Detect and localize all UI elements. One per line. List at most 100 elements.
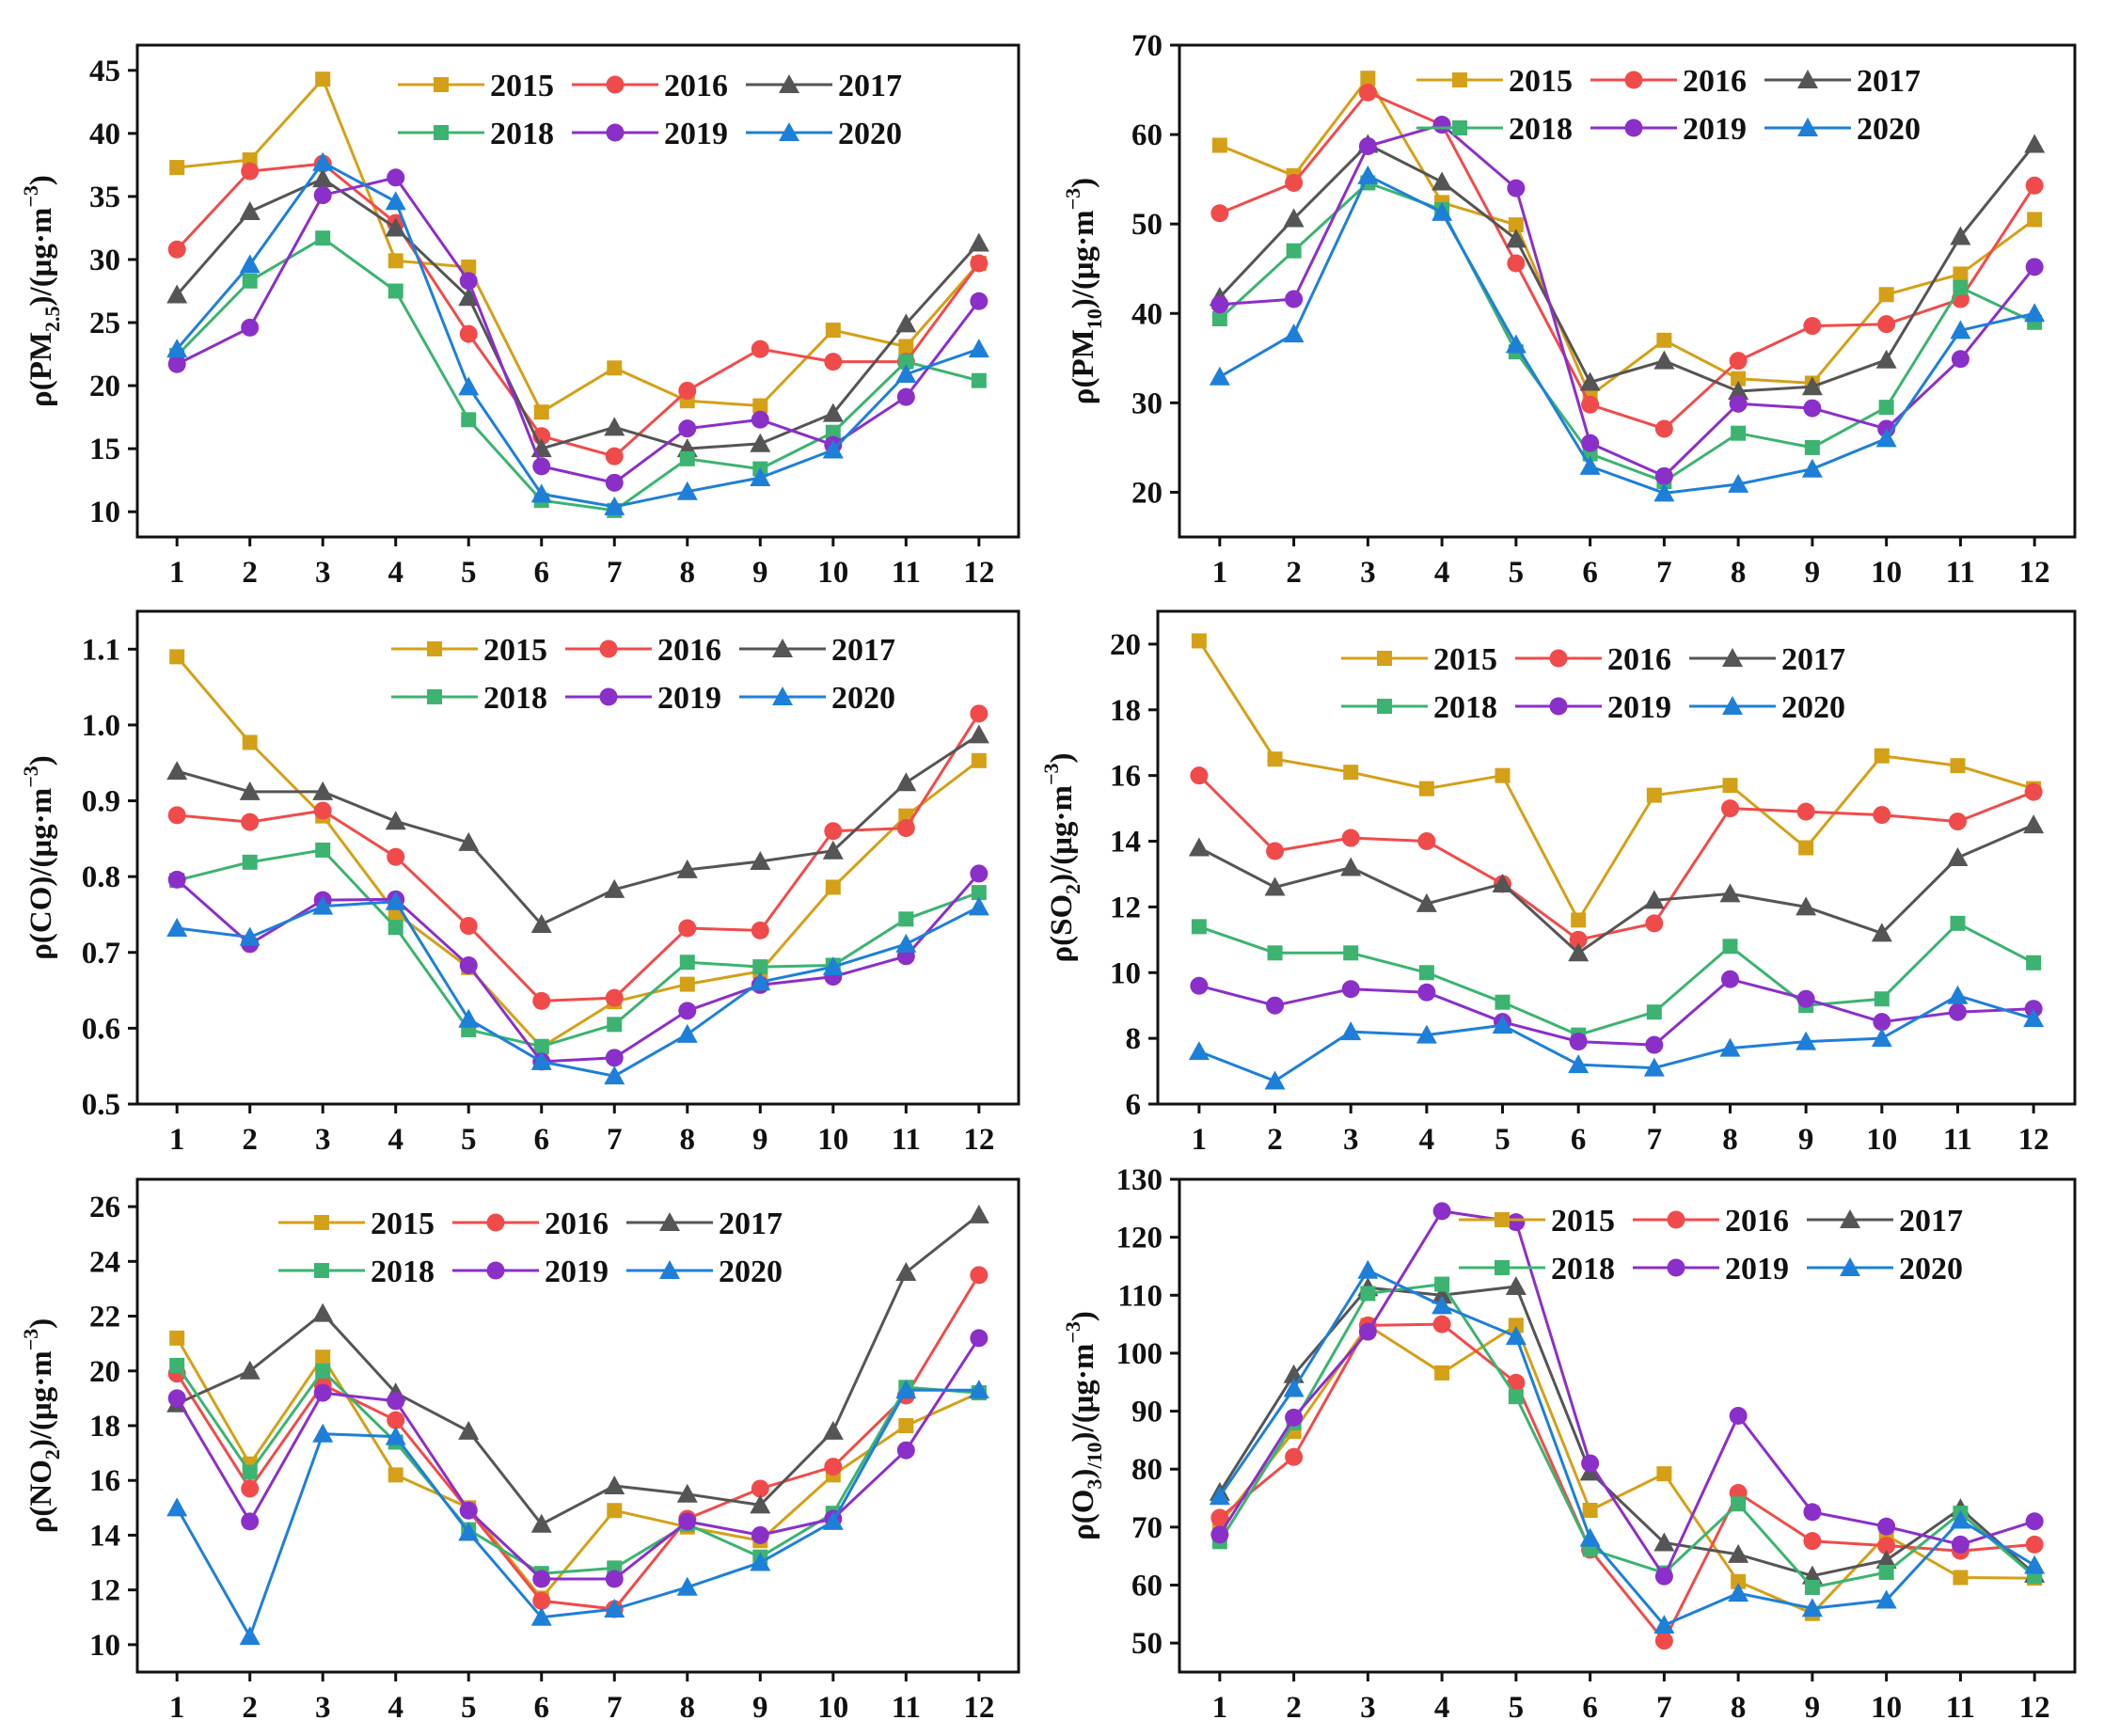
x-tick-label: 12 <box>963 1123 994 1157</box>
data-point-2019-10 <box>1873 1013 1891 1032</box>
y-axis-label-part: ) <box>24 1318 58 1329</box>
data-point-2020-1 <box>1209 366 1230 386</box>
data-point-2018-12 <box>971 885 987 901</box>
data-point-2019-3 <box>313 1383 332 1402</box>
data-point-2016-4 <box>1417 832 1436 851</box>
data-point-2020-10 <box>1871 1028 1892 1048</box>
data-point-2017-11 <box>895 772 917 792</box>
data-point-2020-1 <box>166 1497 188 1517</box>
data-point-2018-11 <box>898 354 914 370</box>
legend-item-2019: 2019 <box>572 117 728 151</box>
data-point-2017-8 <box>676 859 698 878</box>
data-point-2016-8 <box>678 381 697 400</box>
data-point-2020-4 <box>385 191 406 211</box>
chart-panel-5: 1 2 3 4 5 6 7 8 9 10 11 12101214161820222426ρ(NO2)/… <box>19 1177 1020 1725</box>
series-2020 <box>166 1380 989 1646</box>
data-point-2019-5 <box>1507 179 1526 197</box>
data-point-2016-10 <box>1877 315 1896 334</box>
y-axis-label-part: 2 <box>1061 884 1084 894</box>
data-point-2015-5 <box>1495 767 1511 783</box>
legend-item-2019: 2019 <box>565 681 721 716</box>
data-point-2020-1 <box>1188 1041 1210 1061</box>
y-tick-label: 1.0 <box>82 709 120 743</box>
y-tick-label: 22 <box>89 1301 120 1334</box>
y-tick-label: 120 <box>1116 1222 1163 1255</box>
data-point-2018-11 <box>1950 915 1966 931</box>
data-point-2017-4 <box>385 217 406 237</box>
legend-swatch-marker <box>606 123 625 142</box>
x-tick-label: 9 <box>1798 1123 1814 1157</box>
data-point-2017-1 <box>1188 837 1210 857</box>
legend-item-2020: 2020 <box>626 1255 783 1289</box>
data-point-2020-8 <box>1728 1583 1749 1602</box>
series-line-2015 <box>1218 1323 2035 1616</box>
y-axis-label-part: 2.5 <box>40 306 64 332</box>
y-axis-label-part: ) <box>1067 1311 1100 1321</box>
data-point-2019-4 <box>387 168 405 187</box>
data-point-2015-7 <box>1656 1466 1672 1482</box>
legend-item-2015: 2015 <box>1341 642 1497 677</box>
data-point-2020-12 <box>2024 1555 2046 1574</box>
data-point-2020-4 <box>1432 201 1453 221</box>
x-tick-label: 11 <box>892 556 921 590</box>
legend-swatch-marker <box>779 74 799 93</box>
x-tick-label: 5 <box>461 556 477 590</box>
data-point-2019-9 <box>751 1525 769 1544</box>
chart-panel-2: 1 2 3 4 5 6 7 8 9 10 11 12203040506070ρ(PM10)/(μg·m… <box>1061 29 2077 590</box>
legend-label: 2020 <box>1781 690 1845 725</box>
series-line-2020 <box>176 161 980 509</box>
data-point-2020-12 <box>2023 1008 2045 1028</box>
series-line-2015 <box>1219 76 2036 398</box>
data-point-2016-2 <box>1285 173 1304 192</box>
data-point-2016-3 <box>1358 83 1377 102</box>
legend-swatch-marker <box>772 639 793 657</box>
data-point-2020-2 <box>239 1626 261 1646</box>
legend-item-2015: 2015 <box>398 69 554 103</box>
data-point-2016-10 <box>824 353 843 371</box>
data-point-2019-11 <box>896 1441 915 1460</box>
x-tick-label: 7 <box>607 1123 623 1157</box>
data-point-2019-8 <box>1720 970 1739 988</box>
data-point-2015-1 <box>169 649 185 665</box>
data-point-2020-4 <box>1416 1024 1437 1044</box>
x-tick-label: 12 <box>2018 1123 2049 1157</box>
legend-swatch-marker <box>1495 1260 1510 1275</box>
series-line-2017 <box>176 1213 980 1526</box>
y-tick-label: 20 <box>1131 476 1163 510</box>
data-point-2020-7 <box>1653 482 1675 502</box>
data-point-2017-7 <box>604 1476 625 1495</box>
x-tick-label: 7 <box>607 1691 623 1725</box>
x-tick-label: 6 <box>533 1691 549 1725</box>
y-tick-label: 6 <box>1126 1088 1142 1122</box>
data-point-2016-7 <box>605 988 624 1007</box>
legend: 2015 2016 2017 2018 2019 2020 <box>398 69 902 151</box>
legend-label: 2019 <box>1725 1252 1789 1286</box>
y-tick-label: 0.9 <box>82 785 120 819</box>
data-point-2019-1 <box>167 1389 186 1408</box>
y-axis-label: ρ(NO2)/(μg·m−3) <box>19 1318 64 1534</box>
x-tick-label: 6 <box>533 556 549 590</box>
legend-label: 2017 <box>719 1207 783 1241</box>
y-axis-label-part: )/(μg·m <box>24 208 58 307</box>
legend-item-2017: 2017 <box>746 69 902 103</box>
y-tick-label: 14 <box>89 1519 120 1553</box>
data-point-2016-5 <box>459 324 478 343</box>
legend-swatch-marker <box>1452 120 1467 135</box>
legend-swatch-marker <box>1840 1209 1860 1228</box>
data-point-2015-5 <box>461 260 477 276</box>
data-point-2017-6 <box>1568 942 1590 962</box>
data-point-2015-12 <box>2027 212 2043 228</box>
y-axis-label: ρ(CO)/(μg·m−3) <box>19 755 58 960</box>
data-point-2020-1 <box>166 339 188 358</box>
y-tick-label: 90 <box>1131 1396 1163 1429</box>
data-point-2015-9 <box>752 398 768 414</box>
data-point-2020-10 <box>822 439 844 459</box>
data-point-2020-5 <box>458 1008 480 1028</box>
data-point-2019-4 <box>1432 116 1451 134</box>
chart-panel-3: 1 2 3 4 5 6 7 8 9 10 11 120.50.60.70.80.91.01.1ρ(CO… <box>19 609 1020 1157</box>
data-point-2016-7 <box>1654 1632 1673 1650</box>
x-tick-label: 9 <box>1805 556 1821 590</box>
data-point-2018-8 <box>679 450 695 466</box>
data-point-2020-3 <box>1357 1259 1379 1279</box>
y-tick-label: 70 <box>1131 29 1163 63</box>
